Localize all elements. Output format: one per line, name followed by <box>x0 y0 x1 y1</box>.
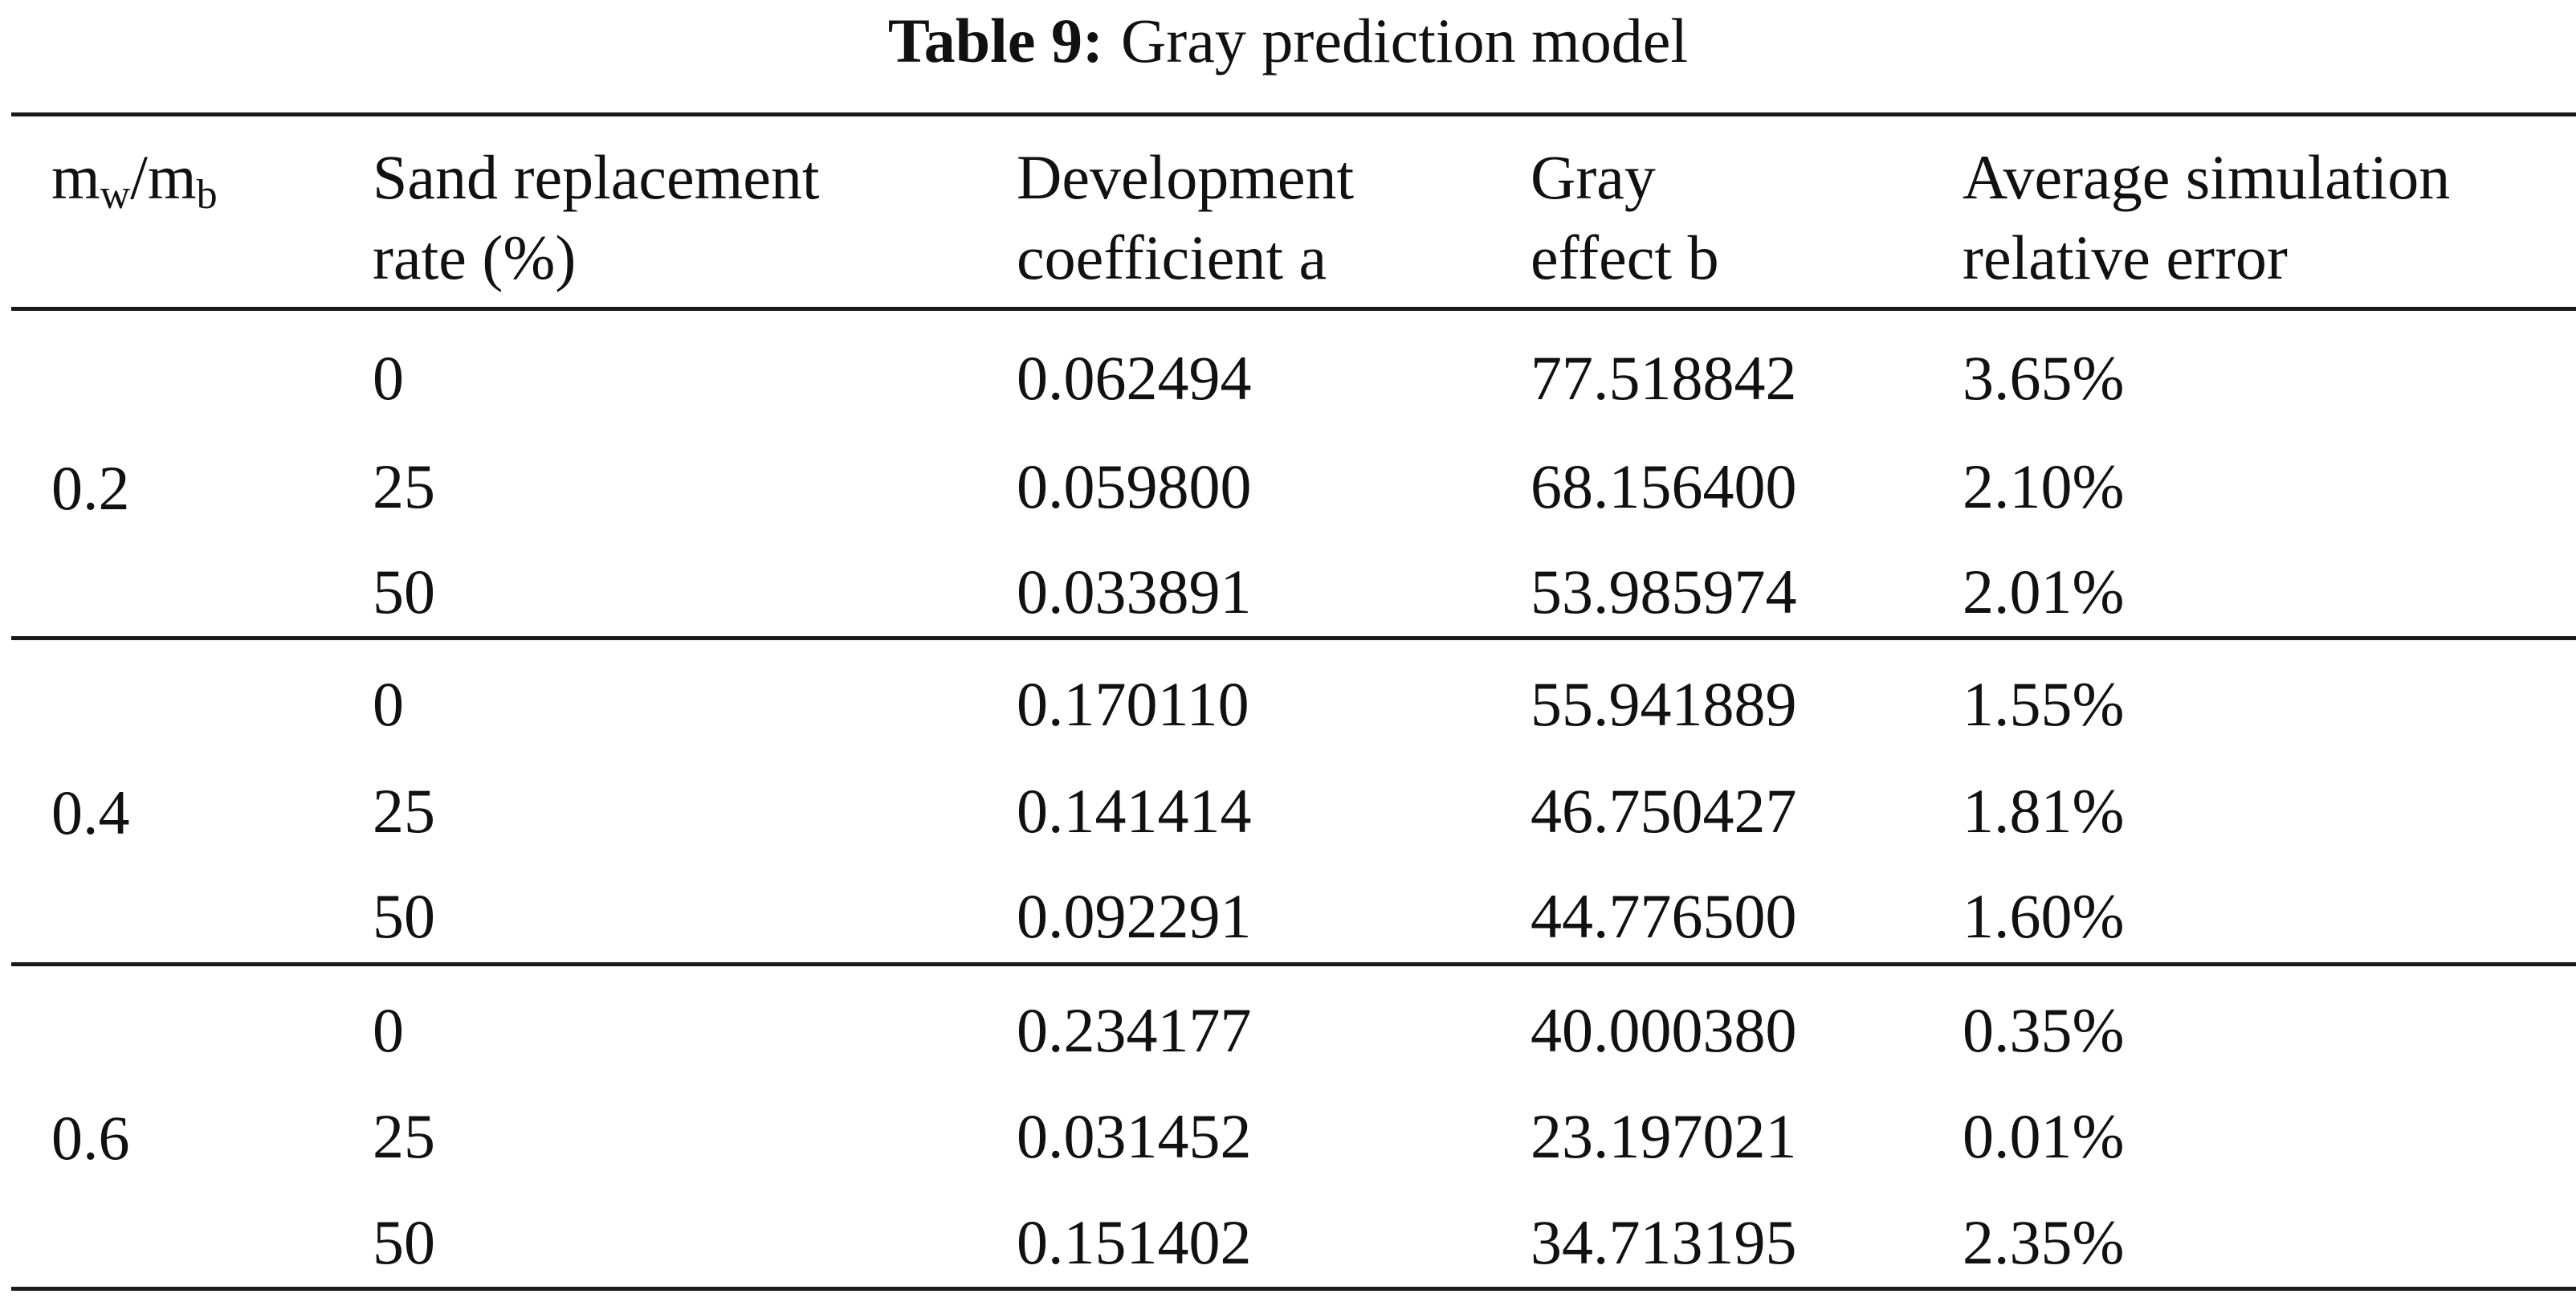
header-gray-effect-line1: Gray <box>1531 142 1656 212</box>
table-cell: 2.01% <box>1963 557 2125 627</box>
table-cell: 50 <box>373 881 435 951</box>
header-development-line2: coefficient a <box>1017 222 1327 292</box>
table-cell: 0 <box>373 669 404 739</box>
table-cell: 50 <box>373 557 435 627</box>
table-cell: 77.518842 <box>1531 343 1797 413</box>
table-cell: 68.156400 <box>1531 451 1797 521</box>
header-avg-error-line2: relative error <box>1963 222 2288 292</box>
table-cell: 0.234177 <box>1017 995 1252 1065</box>
table-cell: 0.092291 <box>1017 881 1252 951</box>
table-cell: 44.776500 <box>1531 881 1797 951</box>
table-cell: 25 <box>373 1101 435 1171</box>
table-cell: 0.170110 <box>1017 669 1249 739</box>
table-cell: 25 <box>373 451 435 521</box>
table-cell: 0.01% <box>1963 1101 2125 1171</box>
table-cell: 0.062494 <box>1017 343 1252 413</box>
group-rule <box>11 962 2576 966</box>
header-rule <box>11 307 2576 311</box>
table-cell: 34.713195 <box>1531 1207 1797 1277</box>
table-cell: 2.10% <box>1963 451 2125 521</box>
table-cell: 1.81% <box>1963 776 2125 846</box>
table-cell: 1.60% <box>1963 881 2125 951</box>
table-cell: 46.750427 <box>1531 776 1797 846</box>
table-cell: 0.059800 <box>1017 451 1252 521</box>
table-cell: 25 <box>373 776 435 846</box>
table-cell: 0 <box>373 343 404 413</box>
group-ratio-label: 0.4 <box>51 778 130 847</box>
table-cell: 40.000380 <box>1531 995 1797 1065</box>
header-avg-error-line1: Average simulation <box>1963 142 2451 212</box>
table-caption-text: Gray prediction model <box>1120 6 1689 76</box>
group-rule <box>11 636 2576 640</box>
group-ratio-label: 0.6 <box>51 1103 130 1173</box>
table-cell: 0.35% <box>1963 995 2125 1065</box>
table-cell: 0.141414 <box>1017 776 1252 846</box>
table-top-rule <box>11 112 2576 116</box>
table-cell: 0 <box>373 995 404 1065</box>
table-cell: 55.941889 <box>1531 669 1797 739</box>
table-cell: 0.151402 <box>1017 1207 1252 1277</box>
header-sand-replacement-line2: rate (%) <box>373 222 577 292</box>
table-cell: 0.031452 <box>1017 1101 1252 1171</box>
header-gray-effect-line2: effect b <box>1531 222 1719 292</box>
table-cell: 2.35% <box>1963 1207 2125 1277</box>
table-bottom-rule <box>11 1287 2576 1291</box>
header-development-line1: Development <box>1017 142 1355 212</box>
table-cell: 23.197021 <box>1531 1101 1797 1171</box>
table-cell: 1.55% <box>1963 669 2125 739</box>
table-caption-label: Table 9: <box>887 6 1103 76</box>
header-mw-mb: mw/mb <box>51 142 218 218</box>
table-cell: 3.65% <box>1963 343 2125 413</box>
table-cell: 0.033891 <box>1017 557 1252 627</box>
table-cell: 53.985974 <box>1531 557 1797 627</box>
header-sand-replacement-line1: Sand replacement <box>373 142 820 212</box>
table-cell: 50 <box>373 1207 435 1277</box>
group-ratio-label: 0.2 <box>51 453 130 523</box>
table-caption: Table 9: Gray prediction model <box>0 5 2576 77</box>
